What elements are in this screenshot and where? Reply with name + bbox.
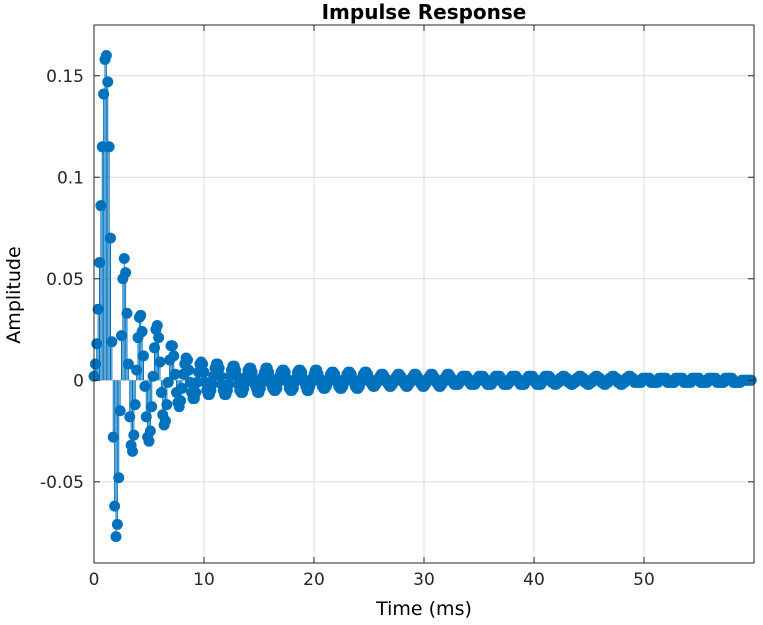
stem-marker — [144, 425, 156, 437]
stem-marker — [116, 330, 127, 342]
x-tick-label: 20 — [303, 570, 325, 590]
stem-marker — [183, 364, 195, 376]
stem-marker — [111, 518, 123, 530]
stem-marker — [107, 431, 119, 443]
stem-marker — [128, 429, 140, 441]
stem-marker — [89, 358, 101, 370]
x-axis-label: Time (ms) — [375, 598, 472, 620]
stem-marker — [154, 356, 166, 368]
stem-marker — [135, 309, 147, 321]
stem-marker — [127, 445, 138, 457]
stem-marker — [94, 257, 105, 269]
y-tick-label: 0.1 — [57, 168, 84, 188]
x-tick-label: 30 — [413, 570, 435, 590]
stem-marker — [109, 500, 121, 512]
stem-marker — [114, 405, 126, 417]
stem-marker — [198, 366, 210, 378]
stem-marker — [147, 370, 159, 382]
x-tick-label: 50 — [633, 570, 655, 590]
x-tick-label: 40 — [523, 570, 545, 590]
stem-marker — [139, 380, 151, 392]
stem-marker — [102, 76, 114, 88]
stem-marker — [143, 435, 155, 447]
stem-marker — [129, 399, 141, 411]
stem-marker — [120, 267, 132, 279]
chart-title: Impulse Response — [322, 0, 527, 24]
stem-marker — [124, 411, 136, 423]
stem-marker — [140, 411, 152, 423]
stem-marker — [168, 350, 180, 362]
stem-marker — [162, 376, 174, 388]
stem-series — [88, 49, 757, 543]
stem-marker — [92, 303, 104, 315]
stem-marker — [110, 531, 122, 543]
stem-marker — [175, 395, 187, 407]
stem-marker — [153, 332, 165, 344]
x-tick-labels: 0 10 20 30 40 50 — [89, 570, 655, 590]
stem-marker — [95, 200, 107, 212]
stem-marker — [166, 340, 178, 352]
stem-marker — [160, 415, 171, 427]
x-tick-label: 0 — [89, 570, 100, 590]
stem-marker — [106, 336, 118, 348]
stem-marker — [182, 354, 193, 366]
stem-marker — [113, 472, 125, 484]
stem-marker — [105, 232, 116, 244]
axis-ticks — [93, 25, 754, 563]
stem-marker — [138, 350, 149, 362]
stem-marker — [121, 307, 133, 319]
stem-marker — [100, 49, 112, 61]
stem-marker — [118, 252, 130, 264]
stem-marker — [146, 401, 158, 413]
y-tick-labels: -0.05 0 0.05 0.1 0.15 — [40, 67, 84, 493]
y-tick-label: 0 — [73, 371, 84, 391]
x-tick-label: 10 — [193, 570, 215, 590]
stem-marker — [176, 382, 188, 394]
stem-marker — [155, 386, 167, 398]
y-tick-label: 0.15 — [46, 67, 84, 87]
stem-marker — [131, 364, 143, 376]
stem-marker — [98, 88, 110, 100]
stem-marker — [151, 319, 163, 331]
stem-marker — [136, 326, 148, 338]
y-axis-label: Amplitude — [3, 246, 25, 343]
stem-marker — [122, 358, 134, 370]
stem-marker — [103, 141, 115, 153]
y-tick-label: -0.05 — [40, 473, 84, 493]
stem-marker — [149, 342, 160, 354]
stem-marker — [190, 386, 202, 398]
stem-marker — [91, 338, 103, 350]
y-tick-label: 0.05 — [46, 270, 84, 290]
stem-marker — [161, 399, 173, 411]
